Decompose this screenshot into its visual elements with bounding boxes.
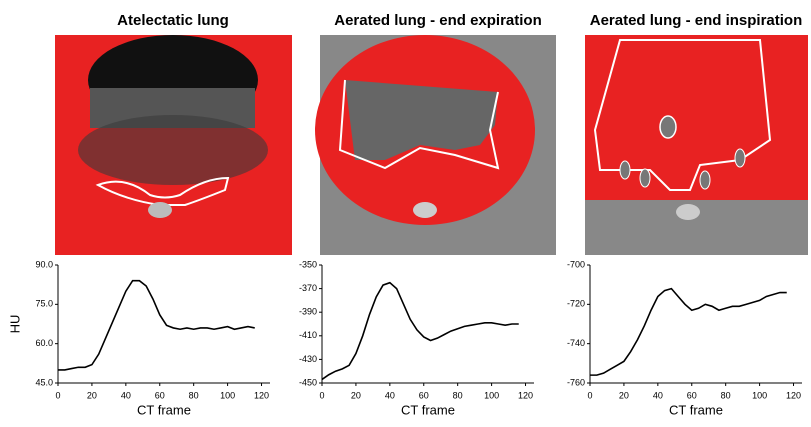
x-tick-label: 0 (319, 390, 324, 400)
x-axis-label: CT frame (401, 402, 455, 417)
x-tick-label: 20 (619, 390, 629, 400)
chart-title: Aerated lung - end inspiration (590, 12, 803, 29)
x-tick-label: 40 (653, 390, 663, 400)
y-tick-label: -760 (567, 377, 585, 387)
x-tick-label: 120 (786, 390, 801, 400)
x-tick-label: 40 (385, 390, 395, 400)
x-tick-label: 100 (220, 390, 235, 400)
y-tick-label: -450 (299, 377, 317, 387)
x-tick-label: 40 (121, 390, 131, 400)
chart-title: Atelectatic lung (117, 12, 229, 29)
y-tick-label: 75.0 (35, 299, 53, 309)
x-tick-label: 80 (721, 390, 731, 400)
y-tick-label: -740 (567, 338, 585, 348)
x-axis-label: CT frame (669, 402, 723, 417)
x-tick-label: 20 (87, 390, 97, 400)
y-tick-label: -720 (567, 299, 585, 309)
y-tick-label: -370 (299, 283, 317, 293)
x-tick-label: 100 (484, 390, 499, 400)
data-line (590, 287, 787, 376)
y-axis-label: HU (7, 315, 22, 334)
y-tick-label: -700 (567, 259, 585, 269)
x-tick-label: 120 (518, 390, 533, 400)
x-tick-label: 80 (453, 390, 463, 400)
y-tick-label: -430 (299, 354, 317, 364)
ct-image (315, 35, 556, 255)
chart-title: Aerated lung - end expiration (334, 12, 542, 29)
y-tick-label: -350 (299, 259, 317, 269)
ct-image (55, 35, 292, 255)
y-tick-label: -390 (299, 307, 317, 317)
x-tick-label: 0 (55, 390, 60, 400)
x-axis-label: CT frame (137, 402, 191, 417)
x-tick-label: 80 (189, 390, 199, 400)
x-tick-label: 60 (155, 390, 165, 400)
x-tick-label: 100 (752, 390, 767, 400)
ct-image (585, 35, 808, 255)
y-tick-label: 60.0 (35, 338, 53, 348)
x-tick-label: 20 (351, 390, 361, 400)
data-line (58, 279, 255, 371)
data-line (321, 281, 519, 381)
x-tick-label: 60 (419, 390, 429, 400)
x-tick-label: 0 (587, 390, 592, 400)
y-tick-label: 90.0 (35, 259, 53, 269)
x-tick-label: 60 (687, 390, 697, 400)
x-tick-label: 120 (254, 390, 269, 400)
y-tick-label: 45.0 (35, 377, 53, 387)
y-tick-label: -410 (299, 330, 317, 340)
